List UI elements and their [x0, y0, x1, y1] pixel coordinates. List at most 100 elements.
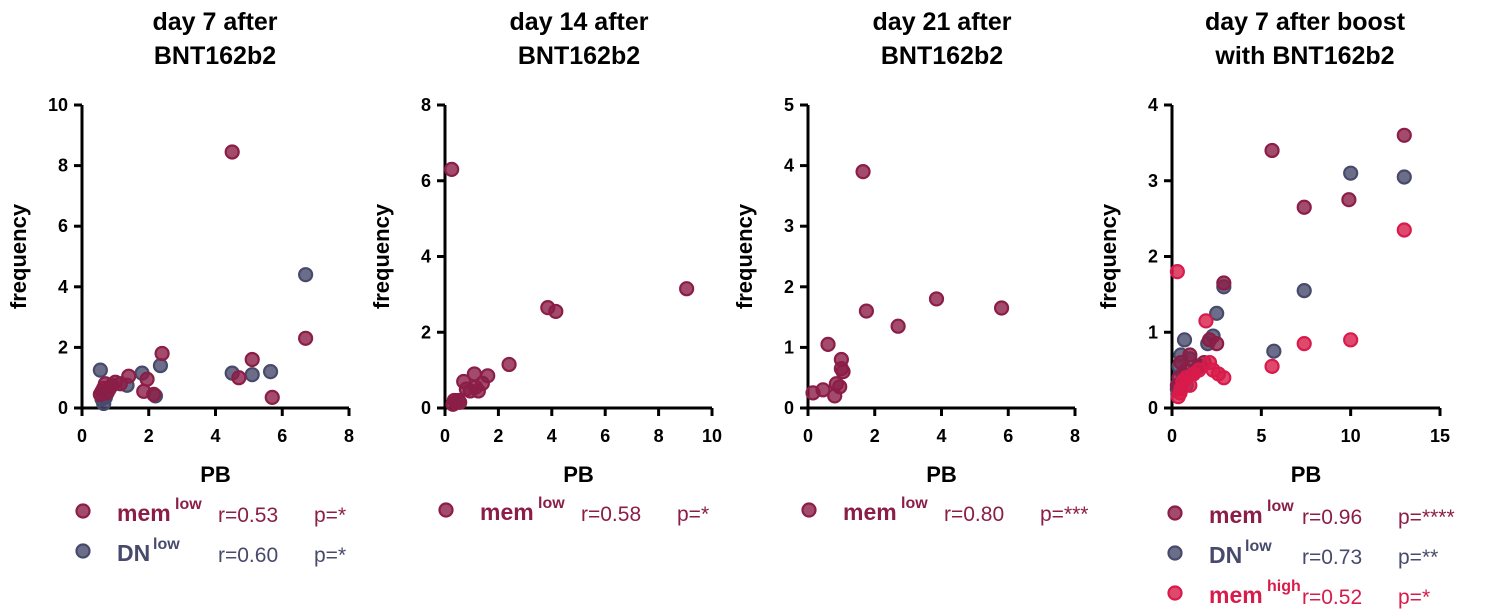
x-axis-label: PB [1291, 462, 1322, 487]
legend-marker [1167, 585, 1183, 601]
y-tick-label: 8 [421, 95, 431, 115]
legend-p-value: p=**** [1398, 506, 1455, 529]
y-tick-label: 1 [1148, 322, 1158, 342]
data-point-mem-low [993, 300, 1010, 316]
data-point-mem-low [1341, 192, 1357, 208]
legend-r-value: r=0.52 [1302, 586, 1362, 609]
legend-r-value: r=0.80 [944, 503, 1004, 526]
data-point-mem-low [928, 291, 945, 307]
x-axis-label: PB [563, 462, 594, 487]
x-tick-label: 2 [144, 426, 154, 446]
legend-series-superscript: low [175, 496, 202, 513]
data-point-DN-low [1343, 165, 1359, 181]
legend-series-name: DN [117, 540, 150, 566]
x-tick-label: 6 [1003, 426, 1013, 446]
data-point-mem-low [298, 330, 314, 346]
x-tick-label: 2 [493, 426, 503, 446]
data-point-mem-low [444, 161, 460, 177]
data-point-mem-low [1296, 199, 1312, 215]
x-tick-label: 0 [803, 426, 813, 446]
x-tick-label: 10 [702, 426, 722, 446]
legend-series-name: mem [1209, 582, 1263, 608]
data-point-mem-low [858, 303, 875, 319]
y-tick-label: 5 [784, 95, 794, 115]
data-point-mem-high [1343, 332, 1359, 348]
data-point-mem-low [146, 386, 162, 402]
data-point-DN-low [1209, 305, 1225, 321]
y-tick-label: 4 [58, 277, 68, 297]
data-point-mem-low [815, 382, 831, 398]
chart-title-line: BNT162b2 [518, 42, 640, 70]
y-tick-label: 2 [58, 337, 68, 357]
legend-marker [75, 503, 91, 519]
x-axis-label: PB [926, 462, 957, 487]
chart-panel-2: day 14 after BNT162b2 0 2 4 6 8 10 0 2 4 6 8 PB freque… [369, 8, 722, 526]
y-tick-label: 2 [421, 322, 431, 342]
x-tick-label: 2 [870, 426, 880, 446]
y-tick-label: 1 [784, 337, 794, 357]
legend-entry-mem-low: mem low r=0.53 p=* [75, 496, 346, 527]
chart-panel-4: day 7 after boost with BNT162b2 0 5 10 15 0 1 2 3… [1096, 8, 1455, 609]
data-point-mem-low [855, 164, 871, 180]
y-tick-label: 4 [784, 156, 794, 176]
y-tick-label: 10 [48, 95, 68, 115]
data-point-DN-low [92, 362, 108, 378]
data-point-mem-high [1169, 264, 1185, 280]
data-point-DN-low [1266, 343, 1282, 359]
x-tick-label: 0 [1167, 426, 1177, 446]
x-tick-label: 6 [600, 426, 610, 446]
data-point-mem-high [1396, 222, 1412, 238]
y-tick-label: 6 [421, 171, 431, 191]
data-point-mem-low [1216, 275, 1232, 291]
legend-r-value: r=0.73 [1302, 546, 1362, 569]
chart-panel-3: day 21 after BNT162b2 0 2 4 6 8 0 1 2 3 4 5 PB frequen… [732, 8, 1088, 526]
legend-entry-mem-low: mem low r=0.96 p=**** [1167, 498, 1455, 529]
data-point-DN-low [1396, 169, 1412, 185]
y-tick-label: 2 [1148, 247, 1158, 267]
data-point-mem-low [890, 318, 906, 334]
data-point-mem-low [501, 356, 517, 373]
y-tick-label: 6 [58, 216, 68, 236]
legend-series-superscript: low [901, 495, 928, 512]
data-point-mem-low [121, 368, 137, 384]
y-tick-label: 2 [784, 277, 794, 297]
x-tick-label: 4 [210, 426, 220, 446]
chart-title-line: day 14 after [510, 8, 649, 36]
data-point-mem-low [679, 281, 695, 297]
legend-p-value: p=** [1398, 546, 1438, 569]
legend-entry-DN-low: DN low r=0.60 p=* [75, 536, 346, 567]
data-point-mem-high [1191, 362, 1207, 378]
y-tick-label: 4 [1148, 95, 1158, 115]
x-tick-label: 8 [1070, 426, 1080, 446]
data-point-mem-low [480, 368, 496, 384]
legend-p-value: p=* [677, 503, 709, 526]
x-tick-label: 4 [936, 426, 946, 446]
x-tick-label: 5 [1256, 426, 1266, 446]
data-point-mem-high [1264, 358, 1280, 374]
legend-r-value: r=0.60 [218, 544, 278, 567]
legend-entry-DN-low: DN low r=0.73 p=** [1167, 538, 1438, 569]
chart-title-line: with BNT162b2 [1214, 42, 1394, 70]
x-tick-label: 0 [77, 426, 87, 446]
legend-series-name: mem [1209, 502, 1263, 528]
y-axis-label: frequency [1096, 203, 1121, 309]
legend-series-name: mem [480, 499, 534, 525]
legend-series-superscript: low [1245, 538, 1272, 555]
legend-marker [75, 543, 91, 559]
y-tick-label: 3 [784, 216, 794, 236]
data-point-mem-low [154, 345, 170, 362]
chart-title-line: day 7 after boost [1205, 8, 1406, 36]
data-point-mem-low [224, 144, 240, 160]
x-tick-label: 10 [1341, 426, 1361, 446]
data-point-mem-low [832, 379, 848, 395]
x-tick-label: 8 [344, 426, 354, 446]
legend-entry-mem-low: mem low r=0.58 p=* [438, 495, 709, 526]
data-point-DN-low [1296, 282, 1312, 299]
y-axis-label: frequency [369, 203, 394, 309]
legend-marker [1167, 505, 1183, 521]
y-tick-label: 0 [784, 398, 794, 418]
x-tick-label: 4 [547, 426, 557, 446]
data-point-mem-low [139, 371, 155, 387]
chart-title-line: BNT162b2 [154, 42, 276, 70]
